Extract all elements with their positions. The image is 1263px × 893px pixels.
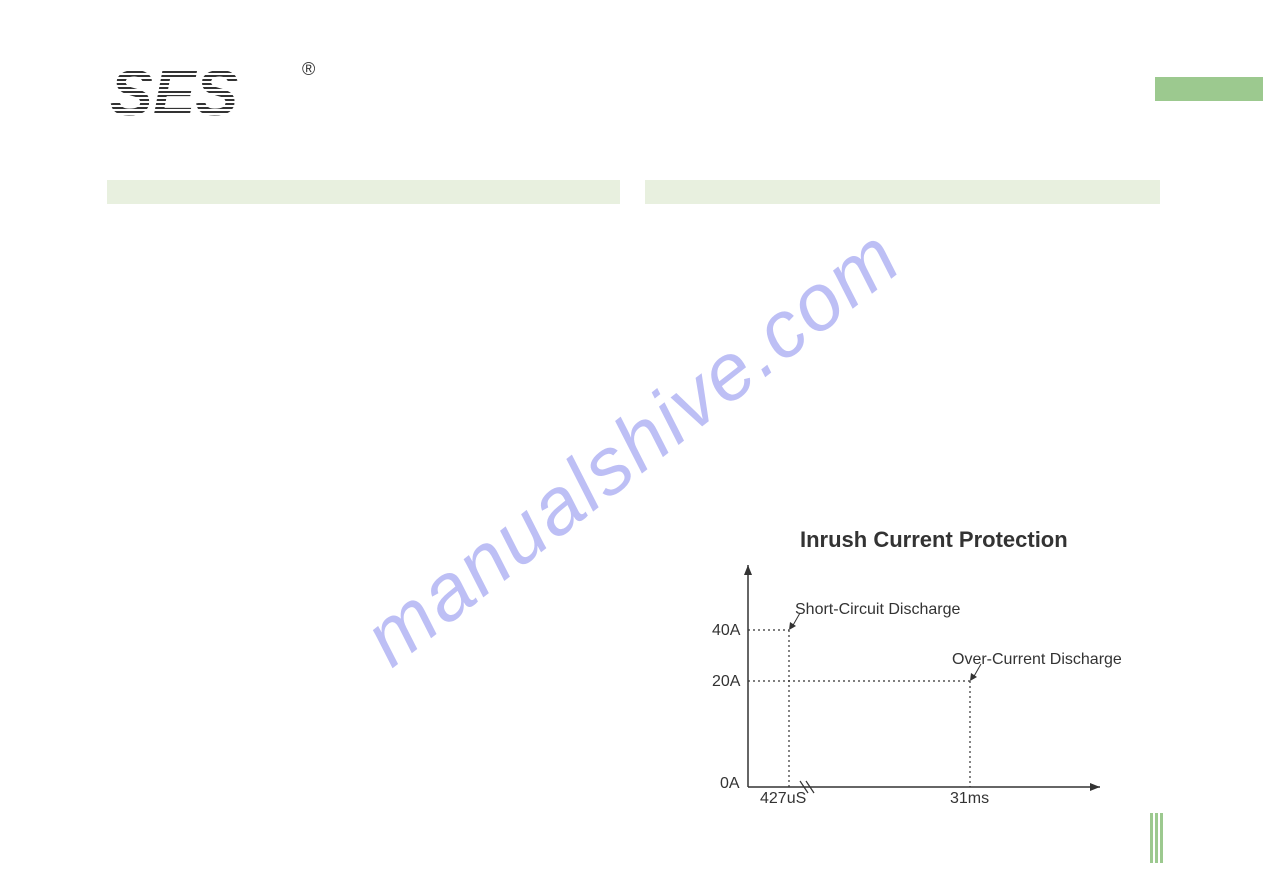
- annotation-over-current: Over-Current Discharge: [952, 651, 1122, 669]
- x-axis-arrow-icon: [1090, 783, 1100, 791]
- x-tick-31ms: 31ms: [950, 790, 989, 808]
- x-tick-427us: 427uS: [760, 790, 806, 808]
- arrow-head-over-current-icon: [970, 673, 977, 681]
- section-header-right: [645, 180, 1160, 204]
- logo-text: SES: [110, 57, 238, 129]
- inrush-current-chart: 40A 20A 0A 427uS 31ms Short-Circuit Disc…: [740, 565, 1110, 795]
- annotation-short-circuit: Short-Circuit Discharge: [795, 601, 960, 619]
- header-accent-bar: [1155, 77, 1263, 101]
- y-tick-40a: 40A: [712, 622, 740, 640]
- brand-logo: SES ®: [110, 55, 320, 135]
- y-tick-20a: 20A: [712, 673, 740, 691]
- y-axis-arrow-icon: [744, 565, 752, 575]
- footer-accent-bars: [1150, 813, 1163, 863]
- chart-title: Inrush Current Protection: [800, 527, 1068, 553]
- y-tick-0a: 0A: [720, 775, 740, 793]
- trademark-icon: ®: [302, 59, 315, 79]
- section-header-left: [107, 180, 620, 204]
- arrow-head-short-circuit-icon: [789, 622, 796, 630]
